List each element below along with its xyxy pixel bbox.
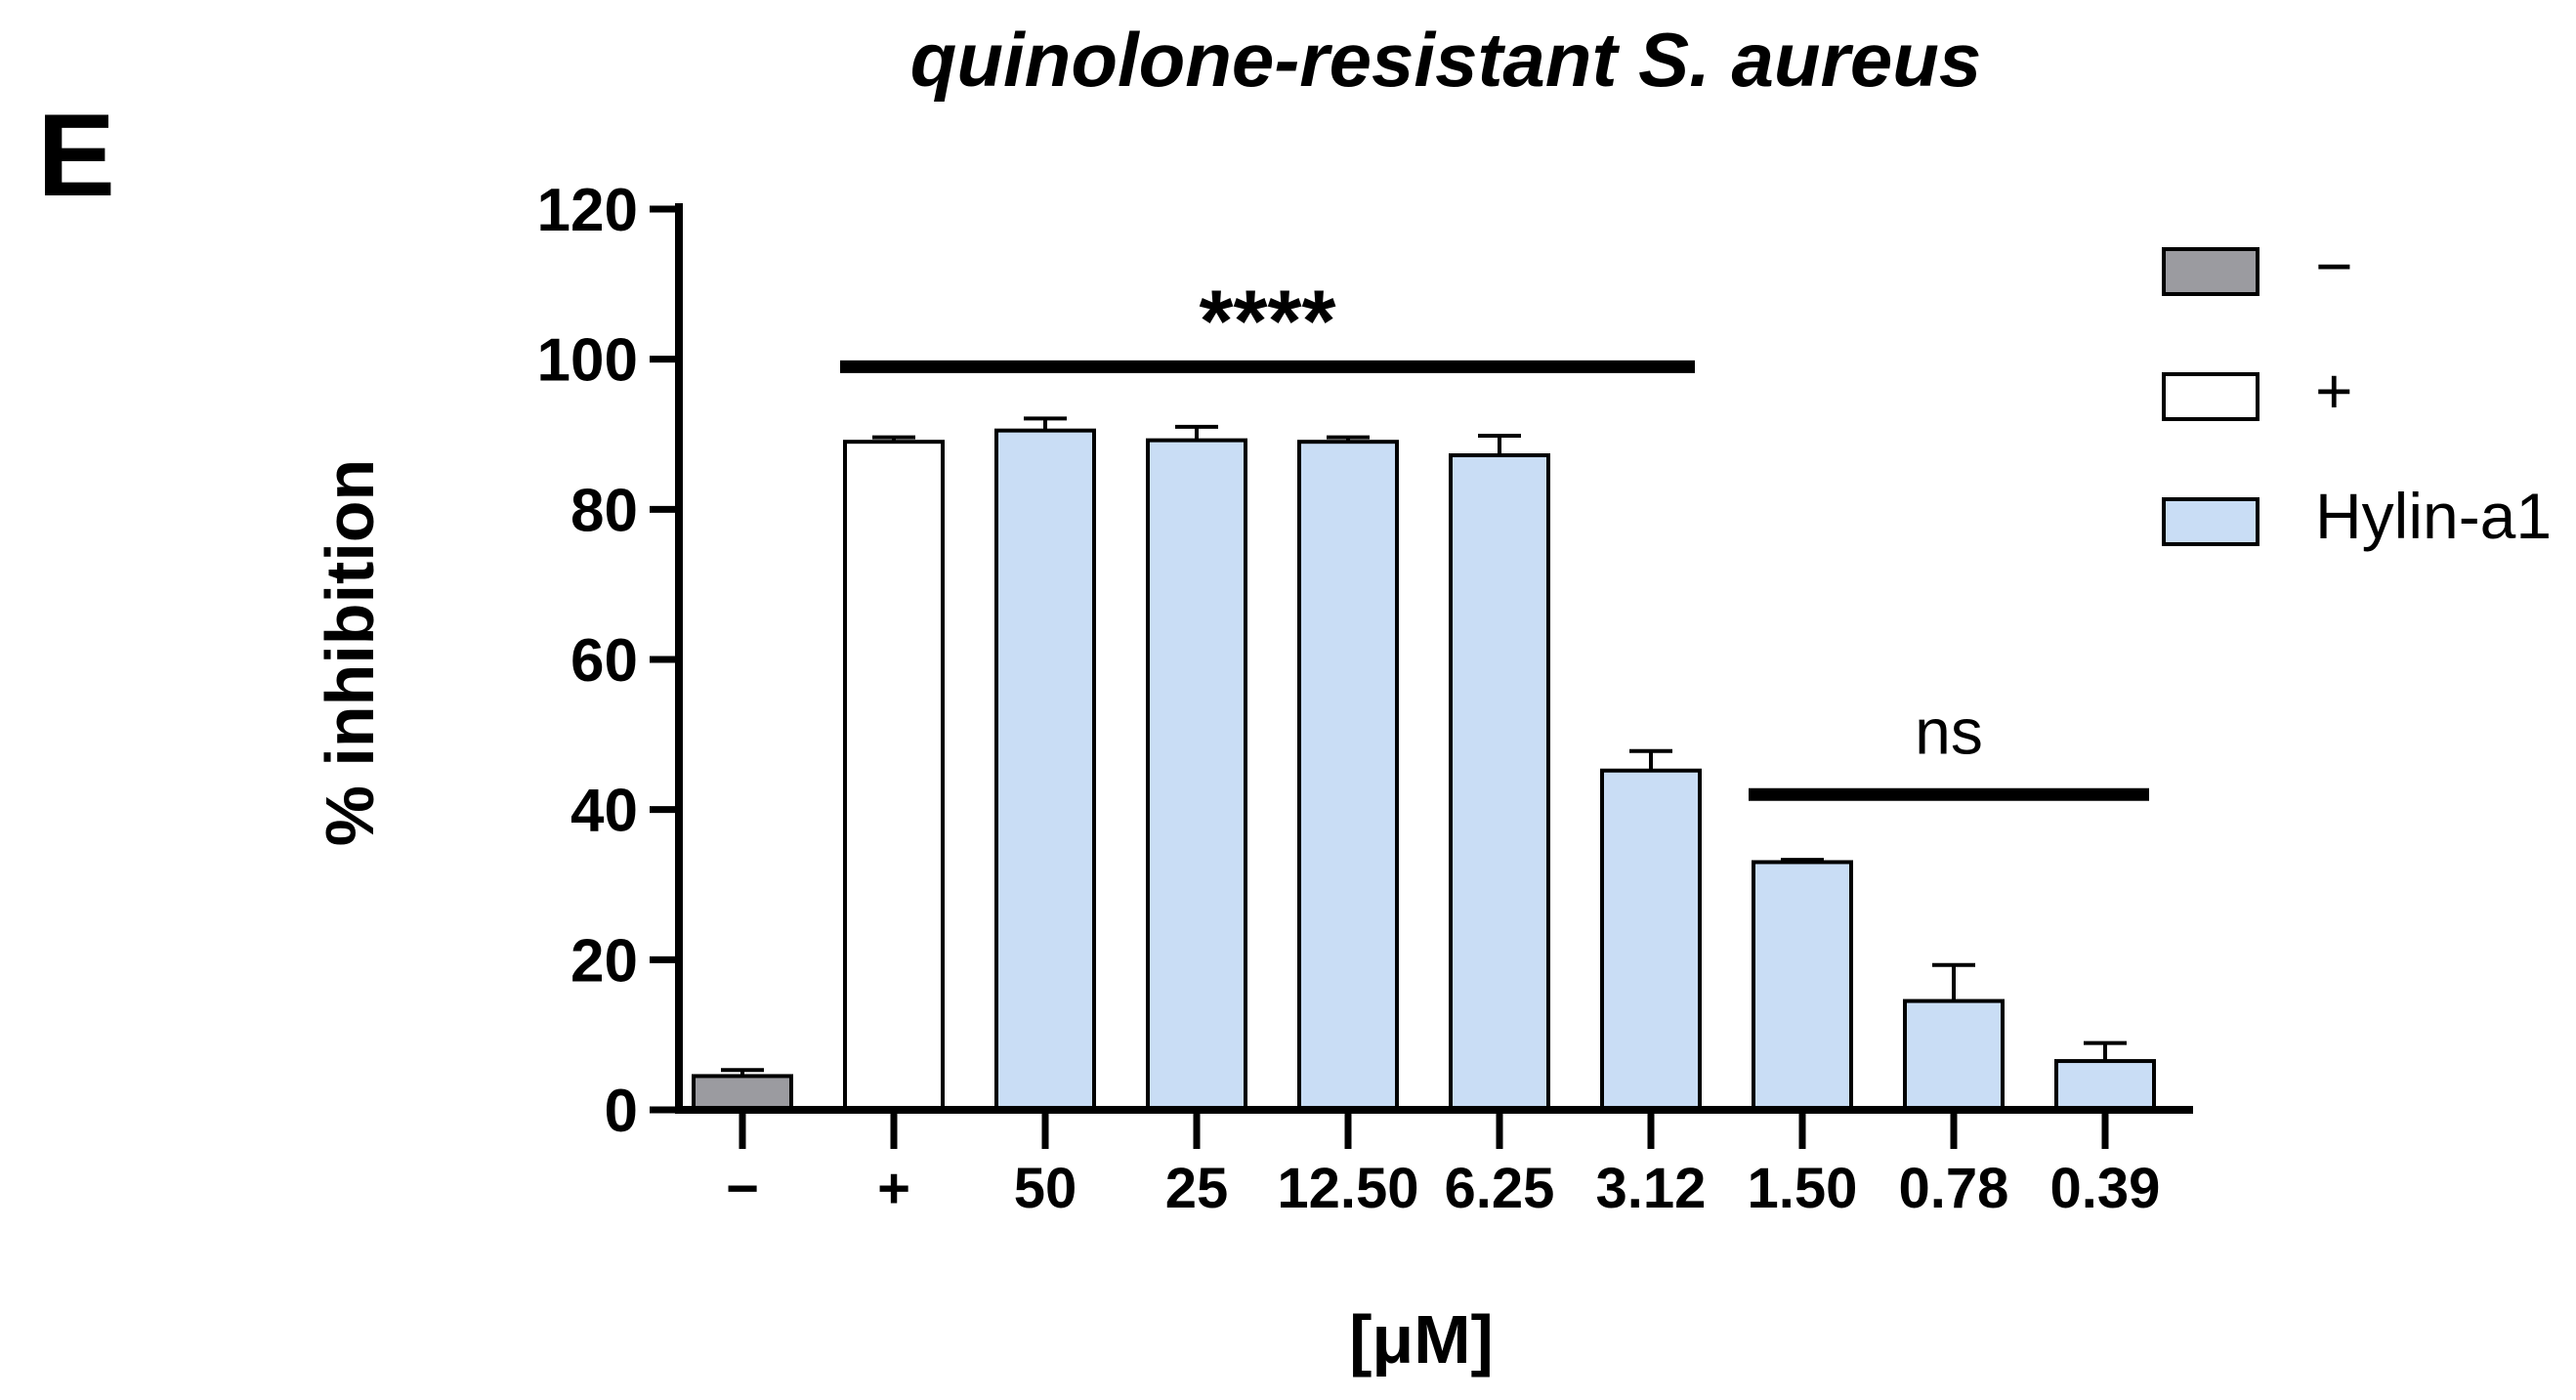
x-tick-label-3: 25 (1165, 1157, 1229, 1220)
panel-label: E (37, 90, 115, 221)
x-tick-label-4: 12.50 (1277, 1157, 1418, 1220)
x-tick-label-6: 3.12 (1596, 1157, 1707, 1220)
bar-1 (843, 440, 945, 1112)
x-tick-label-5: 6.25 (1445, 1157, 1555, 1220)
bar-8 (1903, 998, 2005, 1113)
x-axis-title: [μM] (1349, 1301, 1494, 1378)
x-tick-label-9: 0.39 (2050, 1157, 2161, 1220)
y-tick-label-0: 0 (605, 1078, 638, 1145)
y-tick-label-120: 120 (537, 177, 638, 244)
legend-label-1: + (2315, 355, 2353, 427)
x-tick-label-1: + (877, 1157, 910, 1220)
y-tick-label-80: 80 (570, 477, 638, 544)
legend-swatch-2 (2162, 497, 2259, 546)
bar-2 (994, 428, 1096, 1112)
y-tick-label-20: 20 (570, 927, 638, 995)
plot-area: 0 20 40 60 80 100 120 − +50 25 12.50 6.25 3.12 1.50 0.… (537, 177, 2193, 1220)
chart-title: quinolone-resistant S. aureus (910, 17, 1982, 103)
significance-label-1: ns (1915, 695, 1983, 767)
bar-5 (1449, 453, 1550, 1113)
x-tick-label-0: − (726, 1157, 759, 1220)
significance-label-0: **** (1199, 273, 1335, 370)
legend-label-0: − (2315, 230, 2353, 302)
bar-0 (692, 1074, 793, 1113)
x-tick-label-8: 0.78 (1899, 1157, 2009, 1220)
legend: − + Hylin-a1 (2162, 230, 2552, 552)
y-tick-label-60: 60 (570, 627, 638, 695)
x-tick-label-2: 50 (1014, 1157, 1077, 1220)
legend-swatch-0 (2162, 247, 2259, 296)
bar-7 (1752, 860, 1853, 1113)
y-tick-label-40: 40 (570, 778, 638, 845)
bar-4 (1297, 440, 1399, 1112)
bar-6 (1600, 768, 1702, 1112)
y-tick-label-100: 100 (537, 327, 638, 395)
legend-swatch-1 (2162, 372, 2259, 421)
y-axis-title: % inhibition (312, 459, 388, 847)
bar-3 (1146, 438, 1247, 1112)
legend-label-2: Hylin-a1 (2315, 480, 2552, 552)
bar-9 (2054, 1059, 2156, 1113)
x-tick-label-7: 1.50 (1748, 1157, 1858, 1220)
